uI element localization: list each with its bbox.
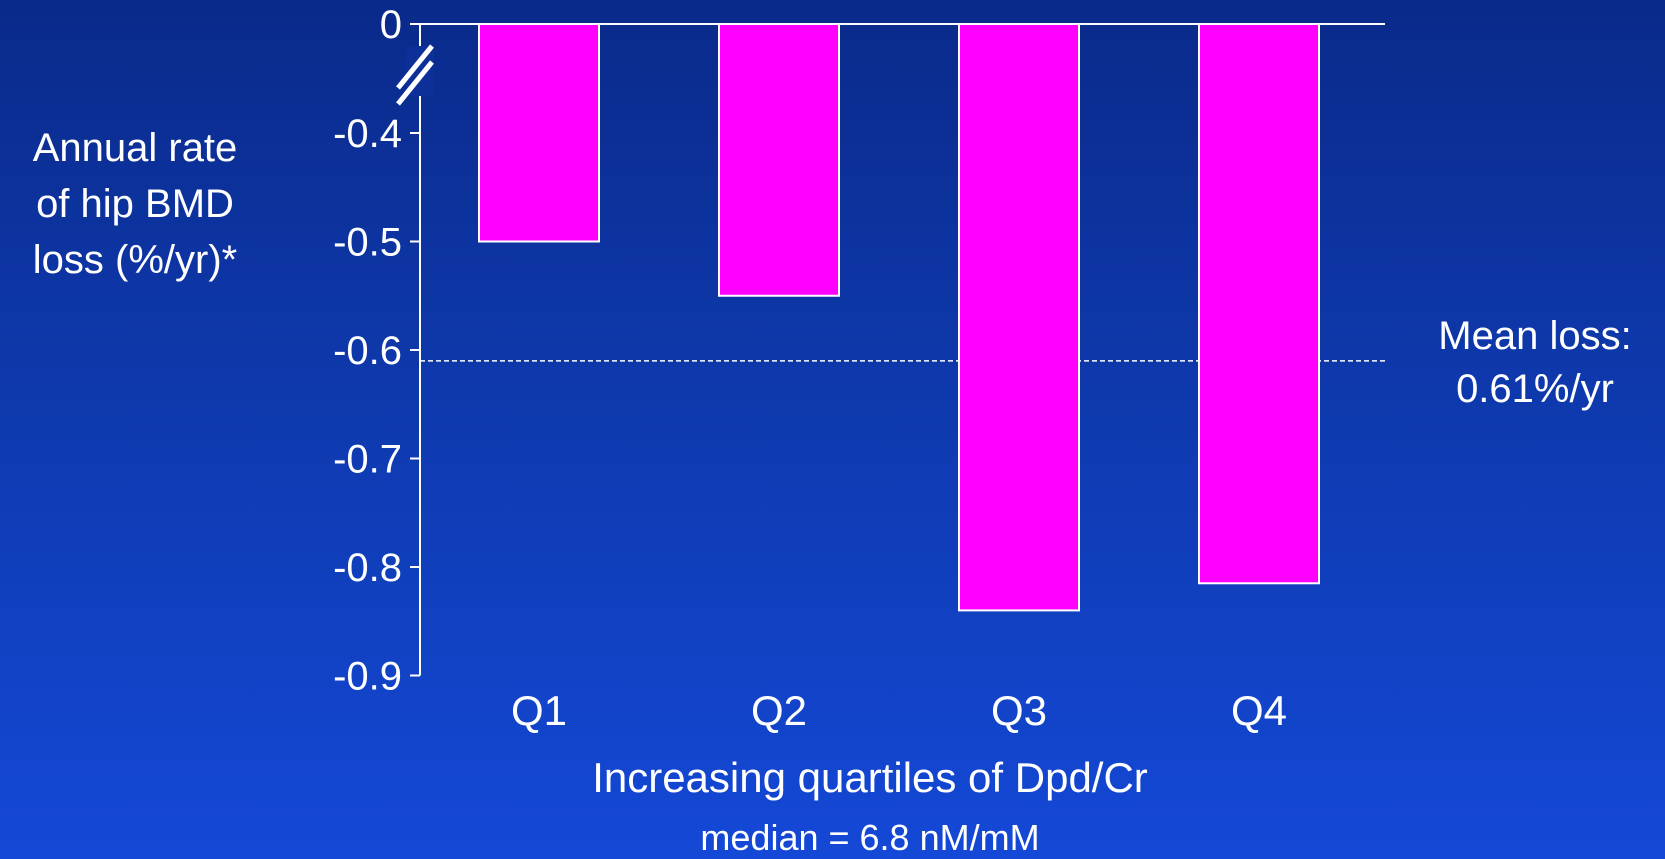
y-axis-label: Annual rate of hip BMD loss (%/yr)* bbox=[0, 120, 270, 288]
mean-loss-annotation-line-2: 0.61%/yr bbox=[1456, 367, 1614, 411]
y-tick-label: -0.4 bbox=[333, 112, 402, 156]
mean-loss-annotation: Mean loss: 0.61%/yr bbox=[1405, 310, 1665, 416]
y-axis-label-line-3: loss (%/yr)* bbox=[32, 238, 238, 282]
y-tick-label: -0.7 bbox=[333, 438, 402, 482]
x-tick-label-q2: Q2 bbox=[751, 687, 807, 734]
axis-break-mark bbox=[396, 44, 434, 106]
x-tick-label-q1: Q1 bbox=[511, 687, 567, 734]
x-axis-label: Increasing quartiles of Dpd/Cr bbox=[592, 754, 1148, 801]
y-tick-label: -0.6 bbox=[333, 329, 402, 373]
y-tick-label: -0.5 bbox=[333, 221, 402, 265]
y-axis-label-line-1: Annual rate bbox=[32, 126, 238, 170]
y-tick-label: -0.9 bbox=[333, 655, 402, 699]
bar-q2 bbox=[718, 23, 840, 297]
bar-q1 bbox=[478, 23, 600, 243]
mean-loss-annotation-line-1: Mean loss: bbox=[1438, 314, 1632, 358]
bar-q3 bbox=[958, 23, 1080, 612]
x-tick-label-q4: Q4 bbox=[1231, 687, 1287, 734]
y-axis-label-line-2: of hip BMD bbox=[36, 182, 234, 226]
x-tick-label-q3: Q3 bbox=[991, 687, 1047, 734]
x-axis-sublabel: median = 6.8 nM/mM bbox=[700, 817, 1040, 858]
y-tick-label: -0.8 bbox=[333, 546, 402, 590]
y-tick-label: 0 bbox=[380, 3, 402, 47]
bar-q4 bbox=[1198, 23, 1320, 585]
